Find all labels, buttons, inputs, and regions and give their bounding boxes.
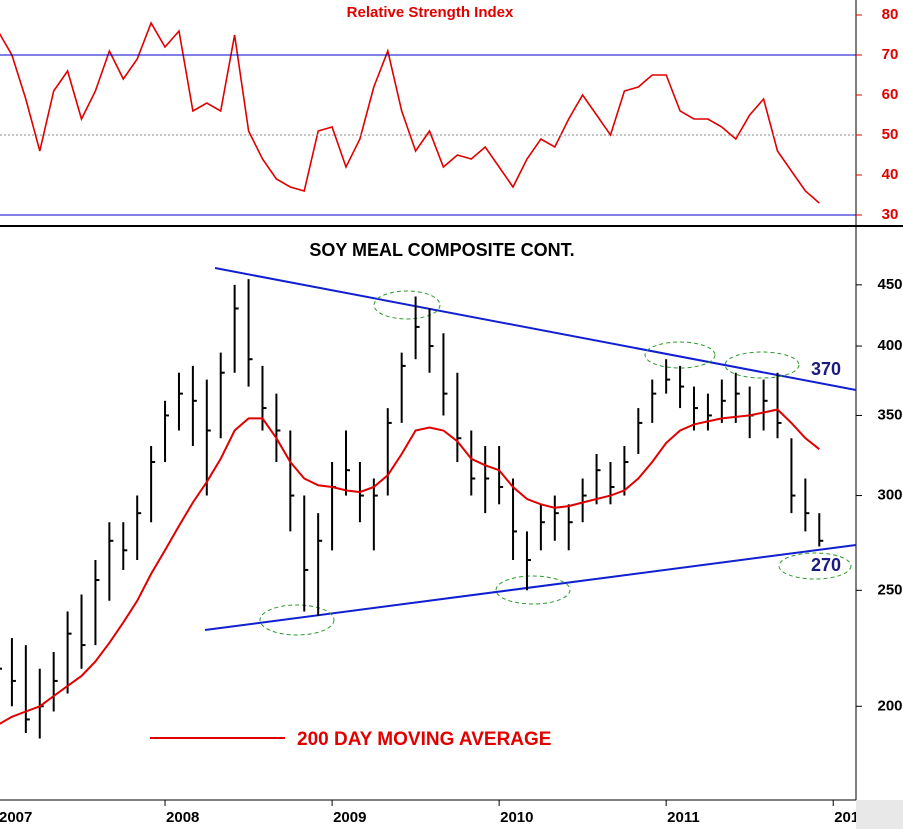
line [0, 408, 820, 725]
annotation: 270 [811, 555, 841, 575]
x-tick-label: 2009 [333, 809, 366, 826]
y-tick-label: 60 [882, 86, 899, 103]
y-tick-label: 70 [882, 46, 899, 63]
rsi-title: Relative Strength Index [347, 4, 514, 21]
x-tick-label: 2012 [834, 809, 867, 826]
y-tick-label: 80 [882, 6, 899, 23]
annotation: 370 [811, 359, 841, 379]
y-tick-label: 250 [877, 581, 902, 598]
y-tick-label: 30 [882, 206, 899, 223]
y-tick-label: 50 [882, 126, 899, 143]
corner [856, 800, 903, 829]
plot-area: 2007 2008 2009 2010 2011 2012 [0, 21, 867, 826]
y-tick-label: 200 [877, 697, 902, 714]
support-line [204, 544, 857, 631]
x-tick-label: 2010 [500, 809, 533, 826]
y-tick-label: 40 [882, 166, 899, 183]
y-tick-label: 300 [877, 487, 902, 504]
resistance-line [214, 267, 857, 391]
pivot-markers [259, 290, 852, 636]
y-tick-label: 350 [877, 406, 902, 423]
y-tick-label: 450 [877, 276, 902, 293]
line [0, 21, 820, 204]
legend-label: 200 DAY MOVING AVERAGE [297, 729, 551, 750]
x-tick-label: 2008 [166, 809, 199, 826]
price-title: SOY MEAL COMPOSITE CONT. [309, 240, 574, 260]
y-tick-label: 400 [877, 337, 902, 354]
x-tick-label: 2007 [0, 809, 32, 826]
x-tick-label: 2011 [667, 809, 700, 826]
